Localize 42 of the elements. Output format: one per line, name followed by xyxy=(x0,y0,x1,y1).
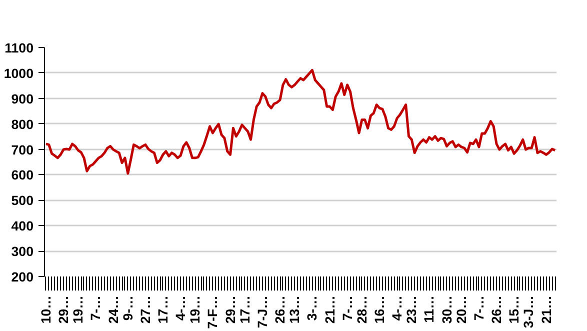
y-tick-label: 1000 xyxy=(4,66,34,81)
x-tick-label: 27… xyxy=(138,295,153,324)
x-tick-label: 4-… xyxy=(173,295,188,321)
x-tick-label: 10… xyxy=(38,295,54,324)
x-tick-label: 23… xyxy=(404,295,420,324)
x-tick-label: 19… xyxy=(70,295,86,324)
y-tick-label: 900 xyxy=(11,91,34,106)
x-tick-label: 30… xyxy=(439,295,454,324)
x-tick-label: 3-… xyxy=(304,295,320,321)
x-tick-label: 15… xyxy=(506,295,522,324)
x-tick-label: 7-… xyxy=(340,295,355,321)
x-tick-label: 4-… xyxy=(390,295,405,321)
y-tick-label: 300 xyxy=(11,244,34,260)
x-tick-label: 29… xyxy=(222,295,238,324)
x-tick-label: 21… xyxy=(538,295,554,324)
x-tick-label: 26… xyxy=(489,295,504,324)
x-tick-label: 26… xyxy=(272,295,288,324)
line-series xyxy=(44,68,556,175)
x-tick-label: 20… xyxy=(454,295,469,324)
x-tick-label: 19… xyxy=(188,295,203,324)
x-tick-label: 7-F… xyxy=(205,295,220,329)
x-tick-label: 17… xyxy=(237,295,252,324)
x-tick-label: 11… xyxy=(422,295,437,323)
x-tick-label: 29… xyxy=(56,295,72,324)
y-tick-label: 200 xyxy=(11,270,34,284)
x-tick-label: 24… xyxy=(106,295,121,324)
x-tick-label: 13… xyxy=(287,295,302,324)
y-tick-label: 400 xyxy=(11,218,34,234)
x-tick-label: 17… xyxy=(155,295,170,324)
y-tick-label: 700 xyxy=(11,142,34,158)
x-tick-label: 21… xyxy=(322,295,338,324)
y-tick-label: 500 xyxy=(11,193,34,208)
x-tick-label: 9-… xyxy=(120,295,136,321)
y-tick-label: 600 xyxy=(11,168,34,183)
y-tick-label: 1100 xyxy=(4,40,34,56)
x-tick-label: 7-… xyxy=(471,295,486,321)
x-tick-label: 7-… xyxy=(88,295,104,321)
x-tick-label: 28… xyxy=(354,295,370,324)
x-tick-label: 16… xyxy=(372,295,387,324)
y-tick-label: 800 xyxy=(11,116,34,132)
x-tick-label: 7-J… xyxy=(254,296,270,328)
x-tick-label: 3-J… xyxy=(521,296,536,328)
